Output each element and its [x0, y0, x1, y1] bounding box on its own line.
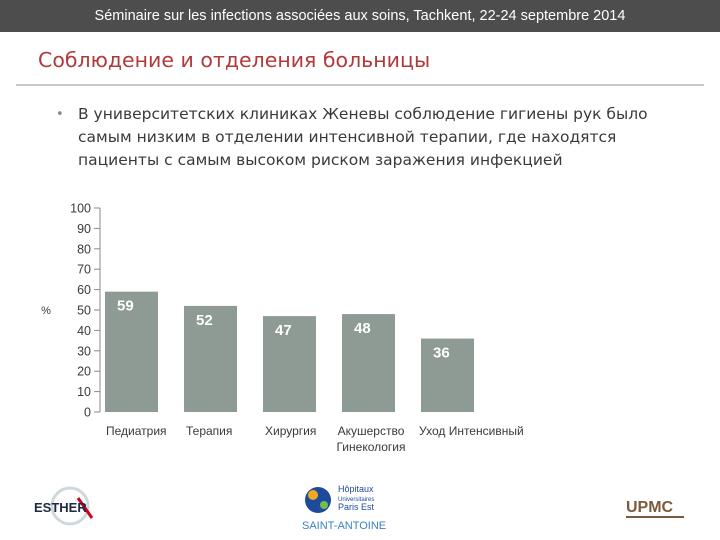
bullet-text: В университетских клиниках Женевы соблюд…	[78, 105, 648, 169]
hopitaux-line-3: Paris Est	[338, 502, 375, 512]
esther-ring-icon	[50, 486, 90, 526]
y-tick-label: 100	[70, 202, 91, 216]
x-category-label: Гинекология	[336, 440, 405, 454]
bullet-point: • В университетских клиниках Женевы собл…	[56, 103, 678, 172]
bar-value-label: 59	[117, 298, 134, 315]
y-tick-label: 70	[77, 263, 91, 277]
esther-logo-text: ESTHER	[34, 500, 87, 515]
bar-chart: 0 10 20 30 40 50 60 70 80 90 100% 59 52 47 48 36 Педиатр…	[41, 202, 524, 455]
esther-logo: ESTHER	[34, 486, 94, 526]
y-tick-label: 0	[84, 406, 91, 420]
bar-value-label: 52	[196, 312, 213, 329]
x-category-label: Терапия	[186, 424, 232, 438]
title-divider	[16, 84, 704, 86]
saint-antoine-text: SAINT-ANTOINE	[302, 520, 386, 532]
y-tick-label: 50	[77, 304, 91, 318]
bar-value-label: 48	[354, 320, 371, 337]
hopitaux-logo: Hôpitaux Universitaires Paris Est SAINT-…	[302, 484, 386, 532]
hopitaux-line-2: Universitaires	[338, 497, 374, 503]
x-category-label: Хирургия	[265, 424, 316, 438]
x-category-label: Акушерство	[338, 424, 405, 438]
bar	[421, 338, 474, 412]
y-tick-label: 30	[77, 344, 91, 358]
bar-value-label: 36	[433, 345, 450, 362]
slide-title: Соблюдение и отделения больницы	[38, 48, 431, 72]
y-tick-label: 80	[77, 242, 91, 256]
globe-highlight-icon	[308, 490, 318, 500]
hopitaux-line-1: Hôpitaux	[338, 484, 374, 494]
y-tick-label: 10	[77, 385, 91, 399]
conference-header: Séminaire sur les infections associées a…	[0, 0, 720, 32]
y-tick-label: 60	[77, 283, 91, 297]
upmc-logo-text: UPMC	[626, 499, 674, 516]
x-category-label: Уход Интенсивный	[419, 424, 524, 438]
upmc-underline	[626, 516, 684, 518]
bar-value-label: 47	[275, 322, 292, 339]
bullet-dot-icon: •	[56, 107, 64, 122]
globe-accent-icon	[320, 501, 328, 509]
x-category-label: Педиатрия	[106, 424, 167, 438]
y-tick-label: 90	[77, 222, 91, 236]
y-tick-label: 40	[77, 324, 91, 338]
esther-ribbon-icon	[76, 497, 94, 519]
globe-icon	[305, 487, 331, 513]
upmc-logo: UPMC	[626, 499, 684, 518]
bar	[105, 291, 158, 412]
bar	[184, 305, 237, 412]
bar	[342, 314, 395, 412]
bar	[263, 316, 316, 412]
y-axis-label: %	[41, 305, 51, 317]
y-tick-label: 20	[77, 365, 91, 379]
